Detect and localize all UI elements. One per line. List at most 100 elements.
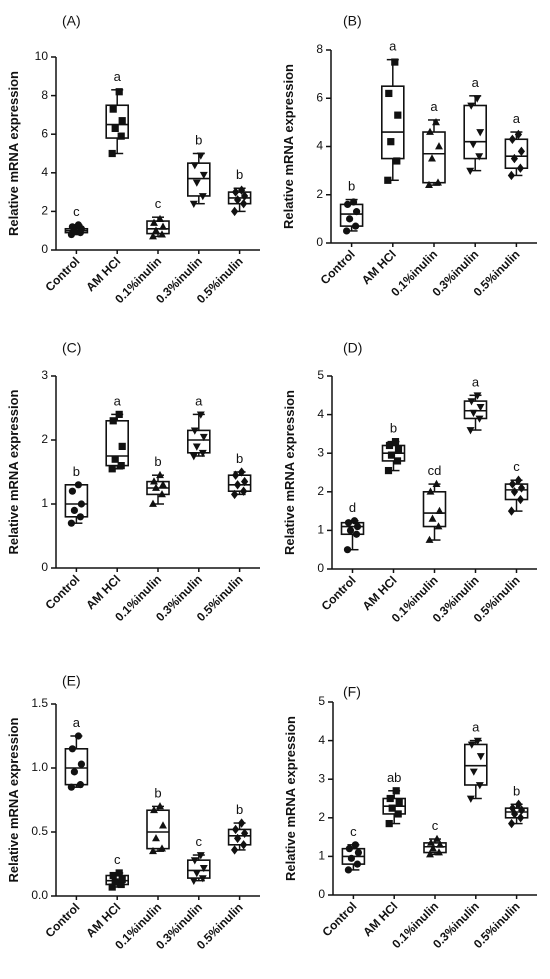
- data-point: [115, 88, 123, 96]
- box-iqr: [339, 203, 364, 227]
- y-axis-label: Relative mRNA expression: [282, 390, 297, 555]
- data-point: [475, 782, 484, 790]
- data-point: [115, 869, 123, 877]
- y-tick-label: 1.5: [31, 696, 48, 710]
- data-point: [70, 506, 78, 514]
- y-tick-label: 3: [41, 368, 48, 382]
- x-tick-label: AM HCl: [83, 254, 123, 294]
- data-point: [395, 798, 403, 806]
- data-point: [111, 878, 119, 886]
- box-iqr: [105, 419, 129, 467]
- data-point: [426, 850, 434, 858]
- data-point: [392, 787, 400, 795]
- data-point: [196, 411, 205, 419]
- significance-letter: b: [154, 454, 161, 469]
- data-point: [150, 477, 158, 485]
- box-control: d: [340, 500, 365, 554]
- data-point: [517, 146, 525, 157]
- data-point: [511, 809, 519, 819]
- data-point: [467, 741, 476, 749]
- x-tick-label: Control: [319, 573, 359, 613]
- panel-label: (A): [62, 13, 81, 29]
- significance-letter: b: [195, 133, 202, 148]
- x-tick-label: AM HCl: [360, 573, 400, 613]
- data-point: [467, 102, 476, 110]
- data-point: [108, 465, 116, 473]
- data-point: [231, 845, 239, 855]
- box-iqr: [422, 490, 447, 528]
- x-tick-label: Control: [42, 900, 82, 940]
- data-point: [353, 522, 362, 531]
- y-tick-label: 1: [318, 849, 325, 863]
- data-point: [432, 479, 441, 487]
- data-point: [231, 489, 239, 500]
- x-tick-label: Control: [42, 254, 82, 294]
- data-point: [117, 462, 125, 470]
- box-0-3-inulin: c: [187, 834, 211, 885]
- box-iqr: [463, 104, 488, 160]
- significance-letter: a: [472, 720, 480, 735]
- data-point: [77, 760, 85, 768]
- data-point: [189, 200, 198, 208]
- box-control: c: [64, 204, 89, 239]
- x-tick-label: AM HCl: [360, 899, 400, 939]
- significance-letter: c: [196, 834, 203, 849]
- data-point: [354, 848, 362, 857]
- significance-letter: a: [430, 99, 438, 114]
- data-point: [507, 506, 516, 516]
- data-point: [156, 214, 164, 222]
- data-point: [198, 193, 207, 201]
- data-point: [232, 187, 240, 197]
- box-iqr: [187, 429, 211, 454]
- data-point: [385, 819, 393, 828]
- data-point: [149, 846, 157, 855]
- data-point: [109, 871, 117, 880]
- data-point: [232, 470, 240, 480]
- box-iqr: [463, 743, 488, 786]
- significance-letter: b: [348, 179, 355, 194]
- y-tick-label: 4: [316, 139, 323, 153]
- data-point: [433, 834, 441, 842]
- significance-letter: d: [349, 500, 356, 515]
- data-point: [238, 185, 246, 195]
- significance-letter: a: [513, 111, 521, 126]
- significance-letter: a: [472, 75, 480, 90]
- significance-letter: c: [73, 204, 80, 219]
- data-point: [192, 443, 201, 451]
- data-point: [189, 877, 198, 885]
- data-point: [391, 438, 400, 446]
- data-point: [108, 883, 116, 891]
- data-point: [111, 124, 119, 133]
- significance-letter: c: [114, 852, 121, 867]
- data-point: [199, 171, 208, 180]
- significance-letter: a: [389, 39, 397, 54]
- panel-label: (D): [343, 340, 362, 356]
- chart-panel: (D) Relative mRNA expression 0 1 2 3 4 5 d Contro…: [282, 340, 537, 625]
- data-point: [118, 875, 126, 883]
- significance-letter: c: [513, 459, 520, 474]
- box-am-hcl: a: [105, 69, 129, 158]
- data-point: [231, 206, 239, 217]
- data-point: [425, 180, 433, 188]
- box-0-3-inulin: a: [463, 75, 488, 175]
- data-point: [149, 499, 157, 507]
- data-point: [115, 410, 123, 418]
- data-point: [241, 476, 249, 487]
- data-point: [507, 170, 515, 181]
- significance-letter: a: [195, 393, 203, 408]
- box-0-5-inulin: b: [504, 783, 529, 829]
- box-iqr: [64, 747, 89, 786]
- y-axis-label: Relative mRNA expression: [6, 717, 21, 882]
- data-point: [476, 404, 485, 412]
- data-point: [240, 840, 248, 850]
- data-point: [469, 409, 478, 417]
- significance-letter: b: [236, 167, 243, 182]
- data-point: [426, 487, 435, 495]
- data-point: [350, 198, 358, 206]
- data-point: [466, 795, 475, 803]
- data-point: [514, 129, 522, 140]
- significance-letter: c: [155, 196, 162, 211]
- data-point: [353, 208, 361, 216]
- data-point: [436, 840, 444, 848]
